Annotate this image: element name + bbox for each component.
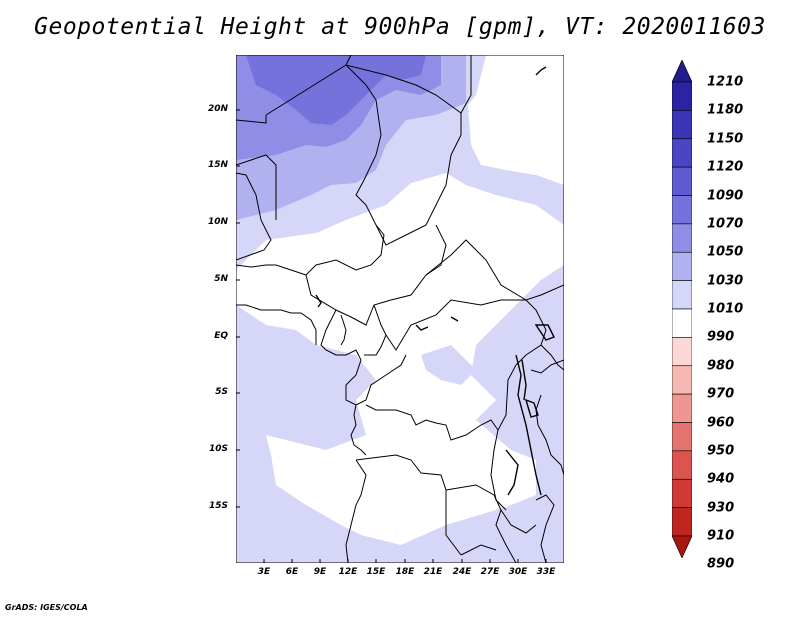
lat-label: 5S [215,387,228,397]
colorbar-label: 1090 [707,188,744,203]
colorbar-segment [672,337,692,367]
lon-label: 21E [423,567,443,577]
colorbar-label: 940 [707,471,735,487]
colorbar-segment [672,365,692,395]
lon-label: 30E [508,567,528,577]
lon-label: 12E [338,567,358,577]
lakes [315,66,555,496]
colorbar-label: 1180 [707,102,744,118]
colorbar-label: 950 [707,443,735,459]
colorbar-segment [672,223,692,253]
lon-label: 24E [452,567,472,577]
colorbar-label: 910 [707,528,735,544]
lat-label: 10S [208,444,228,454]
colorbar-segment [672,393,692,423]
lat-label: EQ [214,331,228,341]
boundaries [236,55,564,563]
lat-label: 20N [207,104,228,114]
lon-label: 6E [285,567,299,577]
colorbar-label: 980 [707,358,735,374]
colorbar-label: 970 [707,386,735,402]
colorbar-segment [672,251,692,281]
lon-label: 33E [536,567,556,577]
colorbar-label: 990 [707,329,735,345]
colorbar-label: 1070 [707,216,744,232]
lon-label: 3E [257,567,271,577]
colorbar-segment [672,280,692,310]
colorbar-segment [672,450,692,480]
colorbar-label: 1050 [707,244,744,260]
colorbar-segment [672,60,692,83]
lat-label: 15S [208,501,228,511]
map-title: Geopotential Height at 900hPa [gpm], VT:… [34,14,766,40]
lon-label: 15E [366,567,386,577]
axis-ticks [236,109,547,563]
colorbar-label: 890 [707,556,735,572]
credit-text: GrADS: IGES/COLA [5,603,88,612]
colorbar-label: 960 [707,415,735,430]
colorbar-segment [672,138,692,168]
colorbar-label: 1150 [707,131,744,147]
colorbar-segment [672,195,692,225]
colorbar-segment [672,422,692,452]
lat-label: 5N [214,274,228,284]
white-region [236,173,564,545]
lat-label: 15N [207,160,228,170]
band-1070 [246,55,426,125]
map-panel [236,55,564,563]
shaded-field [236,55,564,563]
colorbar-segment [672,535,692,558]
lon-label: 9E [313,567,327,577]
lon-label: 27E [480,567,500,577]
colorbar-segment [672,81,692,111]
colorbar-label: 1210 [707,74,744,90]
colorbar-label: 1120 [707,159,744,175]
colorbar-label: 1010 [707,301,744,317]
colorbar-segment [672,166,692,196]
colorbar-label: 1030 [707,273,744,289]
colorbar-segment [672,110,692,140]
colorbar-segment [672,308,692,338]
colorbar-segment [672,507,692,537]
colorbar [672,60,692,558]
lon-label: 18E [395,567,415,577]
colorbar-label: 930 [707,500,735,516]
colorbar-segment [672,478,692,508]
lat-label: 10N [207,217,228,227]
